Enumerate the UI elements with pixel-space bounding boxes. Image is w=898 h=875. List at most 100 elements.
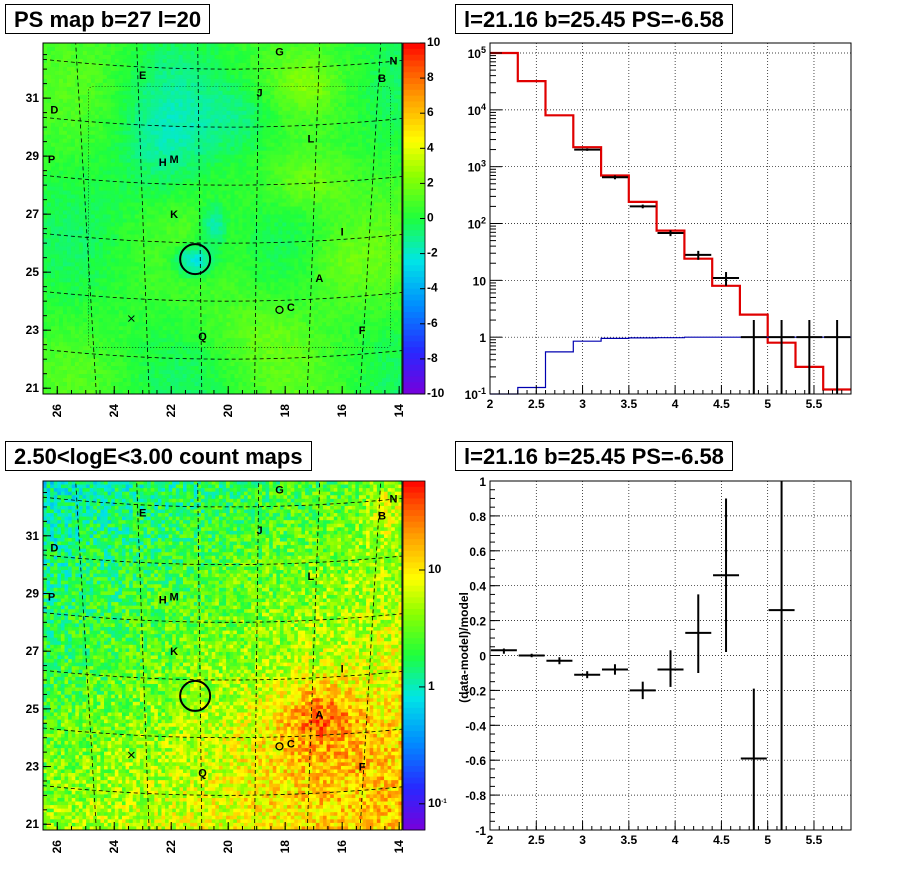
spectrum-x-tick-label: 2	[487, 397, 494, 411]
y-tick-label: 29	[26, 586, 40, 600]
source-label: L	[307, 571, 314, 583]
count-map-axes: 26 24 22 20 18 16 14 21 23 25 27 29 31	[26, 480, 406, 854]
target-circle	[179, 679, 212, 712]
longitude-gridline	[136, 480, 150, 831]
y-tick-label: 31	[26, 529, 40, 543]
source-label: I	[341, 227, 344, 239]
source-label: Q	[198, 767, 207, 779]
count-map-grid	[42, 480, 403, 831]
residual-y-tick-label: 0.8	[469, 510, 486, 524]
ps-map-axes: 26 24 22 20 18 16 14 21 23 25 27 29 31	[26, 42, 406, 418]
residual-x-tick-label: 3	[579, 833, 586, 847]
source-label: N	[389, 55, 397, 67]
ps-map-overlay: G N E B J D L P H M K I A C Q F	[48, 47, 398, 343]
residual-y-tick-label: -1	[475, 824, 486, 838]
spectrum-y-tick-label: 1	[479, 331, 486, 345]
longitude-gridline	[197, 42, 203, 395]
y-tick-label: 21	[26, 817, 40, 831]
source-label: B	[378, 511, 386, 523]
count-map-cells	[43, 481, 403, 831]
colorbar-tick-label: -10	[427, 386, 445, 400]
residual-y-tick-label: -0.2	[465, 684, 486, 698]
spectrum-y-tick-label: 103	[468, 159, 486, 175]
source-label: N	[389, 493, 397, 505]
source-label: K	[170, 209, 178, 221]
x-tick-label: 16	[335, 404, 349, 418]
spectrum-y-tick-label: 105	[468, 45, 486, 61]
longitude-gridline	[197, 480, 203, 831]
count-map-colorbar: 10 1 10-1	[402, 480, 447, 831]
ps-map-colorbar: 10 8 6 4 2 0 -2 -4 -6 -8 -10	[402, 35, 445, 400]
colorbar-tick-label: 2	[427, 175, 434, 189]
source-label: P	[48, 591, 55, 603]
residual-x-tick-label: 2.5	[528, 833, 545, 847]
source-label: H	[159, 157, 167, 169]
residual-y-tick-label: -0.4	[465, 719, 486, 733]
count-map-overlay: G N E B J D L P H M K I A C Q F	[48, 485, 398, 780]
source-label: D	[50, 542, 58, 554]
source-label: G	[275, 485, 284, 497]
source-label: H	[159, 594, 167, 606]
residual-panel: 2 2.5 3 3.5 4 4.5 5 5.5 1 0.8 0.6 0.4 0.2 0 -0.2 -0.4 -0…	[457, 475, 852, 847]
source-marker	[275, 305, 284, 315]
colorbar-tick-label: 8	[427, 70, 434, 84]
longitude-gridline	[75, 42, 97, 395]
source-label: P	[48, 154, 55, 166]
colorbar-tick-label: 4	[427, 140, 434, 154]
source-label: Q	[198, 331, 207, 343]
colorbar-tick-label: 0	[427, 211, 434, 225]
residual-y-tick-label: -0.6	[465, 754, 486, 768]
residual-x-tick-label: 5.5	[806, 833, 823, 847]
residual-title: l=21.16 b=25.45 PS=-6.58	[455, 441, 733, 471]
colorbar-tick-label: 10	[427, 35, 441, 49]
colorbar-tick-label: -8	[427, 351, 438, 365]
colorbar-tick-label: 10	[428, 562, 442, 576]
roi-outline	[88, 86, 391, 348]
residual-y-axis-label: (data-model)/model	[457, 592, 471, 703]
spectrum-x-tick-label: 5	[764, 397, 771, 411]
x-tick-label: 18	[278, 840, 292, 854]
residual-x-tick-label: 5	[764, 833, 771, 847]
spectrum-y-tick-label: 102	[468, 216, 486, 232]
residual-x-tick-label: 3.5	[621, 833, 638, 847]
x-tick-label: 18	[278, 404, 292, 418]
spectrum-panel: 2 2.5 3 3.5 4 4.5 5 5.5 10-1 1 10 102 103 104 105	[465, 42, 852, 411]
spectrum-x-tick-label: 4.5	[713, 397, 730, 411]
residual-y-tick-label: 0	[479, 650, 486, 664]
residual-x-tick-label: 4.5	[713, 833, 730, 847]
residual-x-tick-label: 4	[672, 833, 679, 847]
residual-y-tick-label: 0.2	[469, 615, 486, 629]
source-label: E	[139, 70, 146, 82]
spectrum-x-tick-label: 3.5	[621, 397, 638, 411]
colorbar-tick-label: 1	[428, 679, 435, 693]
colorbar-tick-label: 10-1	[428, 796, 447, 810]
source-label: L	[307, 134, 314, 146]
y-tick-label: 25	[26, 265, 40, 279]
source-label: C	[287, 302, 295, 314]
source-label: E	[139, 508, 146, 520]
y-tick-label: 23	[26, 760, 40, 774]
x-tick-label: 24	[107, 840, 121, 854]
y-tick-label: 31	[26, 91, 40, 105]
colorbar-tick-label: -2	[427, 246, 438, 260]
longitude-gridline	[359, 480, 382, 831]
cross-marker	[127, 751, 135, 759]
residual-x-tick-label: 2	[487, 833, 494, 847]
spectrum-y-tick-label: 10	[473, 274, 487, 288]
y-tick-label: 25	[26, 702, 40, 716]
y-tick-label: 27	[26, 644, 40, 658]
ps-map-cells	[43, 43, 403, 395]
x-tick-label: 14	[392, 840, 406, 854]
count-map-title: 2.50<logE<3.00 count maps	[5, 441, 312, 471]
colorbar-tick-label: 6	[427, 105, 434, 119]
y-tick-label: 29	[26, 149, 40, 163]
source-marker	[275, 742, 284, 751]
source-label: C	[287, 738, 295, 750]
y-tick-label: 27	[26, 207, 40, 221]
longitude-gridline	[254, 480, 260, 831]
target-circle	[179, 243, 212, 276]
source-label: K	[170, 646, 178, 658]
